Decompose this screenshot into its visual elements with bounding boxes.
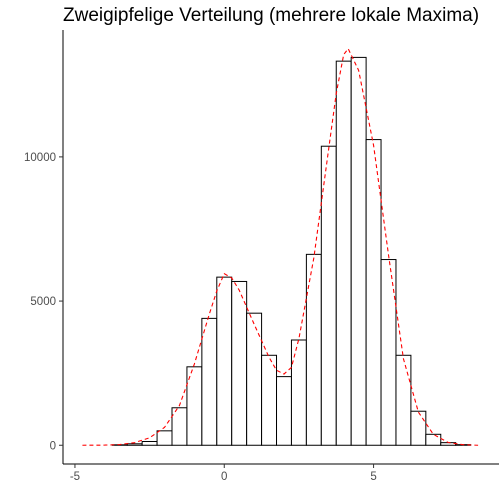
histogram-bar-15 bbox=[320, 145, 337, 446]
histogram-bar-21 bbox=[410, 410, 427, 446]
x-tick-label: 5 bbox=[370, 471, 376, 483]
histogram-bar-3 bbox=[141, 441, 158, 446]
histogram-bar-17 bbox=[350, 56, 367, 446]
histogram-bar-20 bbox=[395, 354, 412, 446]
histogram-bar-10 bbox=[246, 312, 263, 446]
histogram-bar-16 bbox=[335, 60, 352, 446]
bars-layer bbox=[111, 56, 472, 446]
histogram-bar-11 bbox=[261, 354, 278, 446]
histogram-bar-8 bbox=[216, 276, 233, 446]
histogram-bar-2 bbox=[126, 443, 143, 446]
histogram-bar-14 bbox=[305, 253, 322, 446]
y-tick-label: 10000 bbox=[24, 152, 56, 164]
histogram-bar-7 bbox=[201, 317, 218, 446]
histogram-bar-13 bbox=[290, 339, 307, 446]
histogram-bar-22 bbox=[425, 433, 442, 446]
density-curve bbox=[82, 47, 479, 446]
histogram-bar-4 bbox=[156, 430, 173, 446]
histogram-bar-9 bbox=[231, 280, 248, 446]
axes-layer: 0 5000 10000 -5 0 5 bbox=[24, 30, 499, 483]
chart-title: Zweigipfelige Verteilung (mehrere lokale… bbox=[63, 5, 479, 26]
density-curve-layer bbox=[82, 47, 479, 446]
histogram-bar-19 bbox=[380, 259, 397, 446]
y-tick-label: 5000 bbox=[30, 296, 56, 308]
x-tick-label: 0 bbox=[221, 471, 227, 483]
y-tick-label: 0 bbox=[50, 440, 56, 452]
histogram-bar-5 bbox=[171, 407, 188, 446]
x-tick-label: -5 bbox=[70, 471, 80, 483]
histogram-bar-12 bbox=[276, 376, 292, 446]
